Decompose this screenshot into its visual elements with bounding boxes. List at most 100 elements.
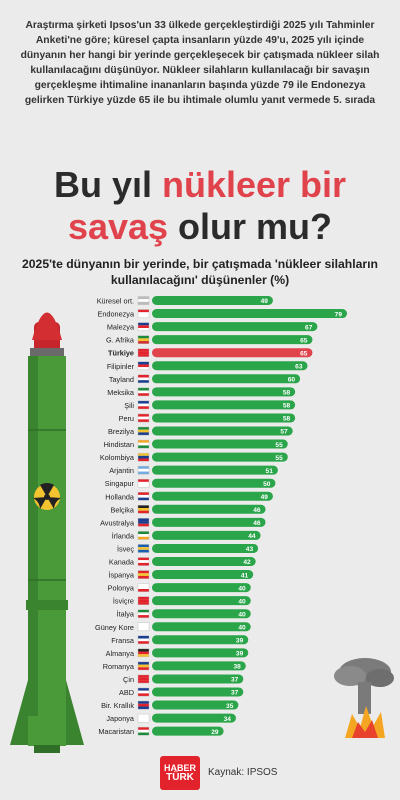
flag-icon [137,309,150,318]
flag-icon [137,661,150,671]
flag-icon [137,609,150,619]
rocket-body-shade [28,356,38,716]
rocket-fin-left [10,680,28,745]
bar [152,361,308,371]
logo-text-top: HABER [163,763,196,773]
category-label: Malezya [107,323,135,332]
flag-icon [137,700,150,710]
value-label: 39 [236,638,244,645]
bar [152,478,276,488]
headline: Bu yıl nükleer bir savaş olur mu? [0,164,400,248]
value-label: 44 [248,533,256,540]
category-label: Singapur [105,479,135,488]
value-label: 79 [335,311,343,318]
category-label: İspanya [108,571,134,580]
bar [152,348,313,358]
value-label: 40 [238,611,246,618]
value-label: 46 [253,520,261,527]
flag-icon [137,322,150,331]
flag-icon [137,635,150,645]
value-label: 40 [238,598,246,605]
value-label: 40 [238,624,246,631]
bar [152,687,244,697]
rocket-illustration [10,312,84,753]
mushroom-stem [358,682,371,714]
value-label: 37 [231,677,239,684]
bar [152,674,244,684]
bar-chart: Küresel ort. 49 Endonezya 79 Malezya 67 G. Afr… [95,296,347,736]
category-label: Türkiye [108,349,134,358]
bar [152,452,288,462]
category-label: Filipinler [107,362,135,371]
category-label: İrlanda [112,531,135,540]
rocket-tail [28,716,66,746]
category-label: Meksika [107,388,135,397]
rocket-collar [30,348,64,358]
category-label: Avustralya [100,518,135,527]
category-label: Fransa [111,636,135,645]
value-label: 67 [305,324,313,331]
category-label: Belçika [110,505,134,514]
flag-icon [137,557,150,566]
flag-icon [137,465,150,475]
radiation-blade-1 [40,482,54,497]
category-label: Polonya [108,584,135,593]
flag-icon [137,426,150,436]
rocket-band [26,600,68,610]
value-label: 51 [266,468,274,475]
value-label: 58 [283,390,291,397]
value-label: 29 [211,729,219,736]
flag-icon [137,374,150,384]
radiation-blade-3 [47,497,61,509]
chart-title: 2025'te dünyanın bir yerinde, bir çatışm… [22,257,378,287]
flag-icon [137,531,150,540]
category-label: Tayland [109,375,134,384]
category-label: Hindistan [104,440,134,449]
rocket-warhead-cap [32,312,62,340]
bar [152,726,224,736]
flag-icon [137,596,150,605]
bar [152,713,236,723]
category-label: İtalya [117,610,135,619]
value-label: 38 [233,664,241,671]
category-label: Şili [124,401,134,410]
category-label: Bir. Krallık [101,701,134,710]
rocket-fin-right [66,680,84,745]
footer: HABER TÜRK Kaynak: IPSOS [0,756,400,792]
bar [152,465,278,475]
flag-icon [137,492,150,501]
value-label: 42 [243,559,251,566]
category-label: Japonya [106,714,135,723]
category-label: Almanya [106,649,135,658]
rocket-nozzle [34,745,60,753]
bar [152,596,251,606]
value-label: 60 [288,377,296,384]
value-label: 43 [246,546,254,553]
category-label: Kanada [109,558,135,567]
value-label: 63 [295,363,303,370]
bar [152,426,293,436]
bar [152,504,266,514]
value-label: 46 [253,507,261,514]
logo-text-bottom: TÜRK [166,772,194,783]
flag-icon [137,335,150,344]
intro-text: Araştırma şirketi Ipsos'un 33 ülkede ger… [20,20,380,106]
bar [152,609,251,619]
value-label: 49 [261,494,269,501]
headline-part-1: Bu yıl [53,164,162,205]
bar [152,700,239,710]
value-label: 65 [300,337,308,344]
flag-icon [137,413,150,423]
value-label: 55 [275,442,283,449]
haberturk-logo: HABER TÜRK [160,756,200,790]
flag-icon [137,583,150,592]
flag-icon [137,622,150,632]
flag-icon [137,400,150,410]
flag-icon [137,505,150,514]
flag-icon [137,674,150,684]
category-label: Brezilya [108,427,135,436]
bar [152,439,288,449]
bar [152,570,254,580]
bar [152,661,246,671]
